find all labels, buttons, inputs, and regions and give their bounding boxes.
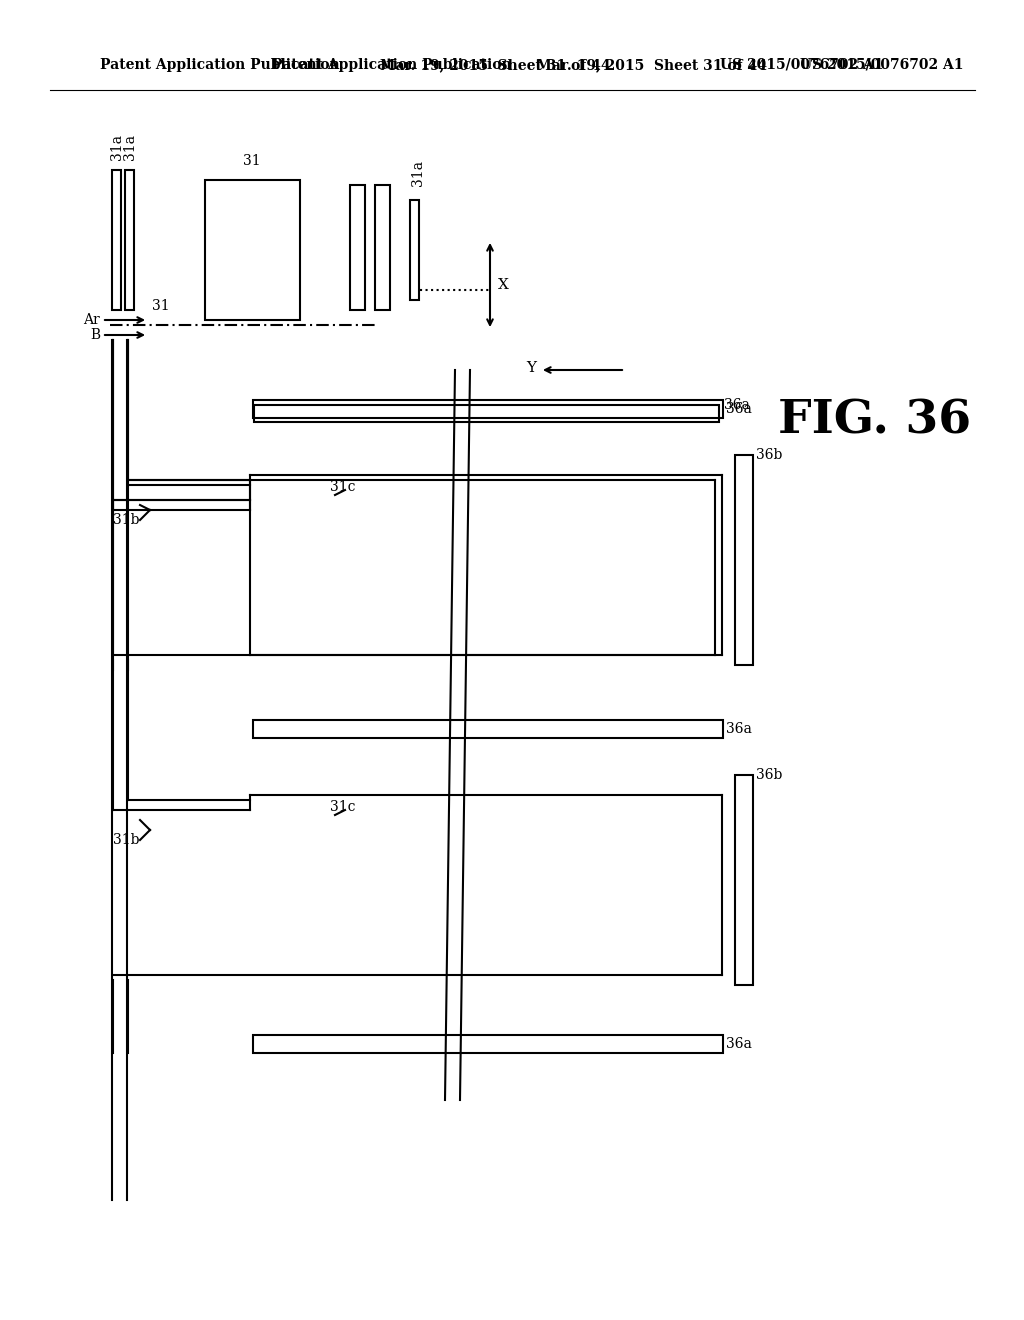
- Text: FIG. 36: FIG. 36: [778, 397, 972, 444]
- Bar: [253, 1035, 723, 1053]
- Text: X: X: [498, 279, 509, 292]
- Text: 31c: 31c: [330, 480, 355, 494]
- Text: 31b: 31b: [114, 513, 140, 527]
- Bar: [253, 719, 723, 738]
- Text: 31: 31: [152, 300, 170, 313]
- Text: 36a: 36a: [724, 399, 750, 412]
- Bar: [735, 775, 753, 985]
- Bar: [253, 400, 723, 418]
- Bar: [125, 170, 134, 310]
- Text: 31b: 31b: [114, 833, 140, 847]
- Text: US 2015/0076702 A1: US 2015/0076702 A1: [720, 58, 884, 73]
- Text: 36a: 36a: [726, 1038, 752, 1051]
- Text: Patent Application Publication: Patent Application Publication: [100, 58, 340, 73]
- Bar: [375, 185, 390, 310]
- Bar: [112, 170, 121, 310]
- Text: 31c: 31c: [330, 800, 355, 814]
- Text: B: B: [90, 327, 100, 342]
- Text: US 2015/0076702 A1: US 2015/0076702 A1: [800, 58, 964, 73]
- Bar: [735, 455, 753, 665]
- Text: Y: Y: [526, 360, 536, 375]
- Text: Mar. 19, 2015  Sheet 31 of 44: Mar. 19, 2015 Sheet 31 of 44: [512, 58, 767, 73]
- Text: 31: 31: [243, 154, 261, 168]
- Text: 36a: 36a: [726, 722, 752, 737]
- Text: 31a: 31a: [411, 160, 425, 186]
- Bar: [410, 201, 419, 300]
- Bar: [254, 405, 719, 422]
- Text: 36a: 36a: [726, 403, 752, 416]
- Bar: [205, 180, 300, 319]
- Text: 36b: 36b: [756, 447, 782, 462]
- Text: 36b: 36b: [756, 768, 782, 781]
- Bar: [350, 185, 365, 310]
- Text: 31a: 31a: [110, 135, 124, 160]
- Text: Ar: Ar: [83, 313, 100, 327]
- Text: Patent Application Publication: Patent Application Publication: [272, 58, 512, 73]
- Text: Mar. 19, 2015  Sheet 31 of 44: Mar. 19, 2015 Sheet 31 of 44: [380, 58, 610, 73]
- Text: 31a: 31a: [123, 135, 137, 160]
